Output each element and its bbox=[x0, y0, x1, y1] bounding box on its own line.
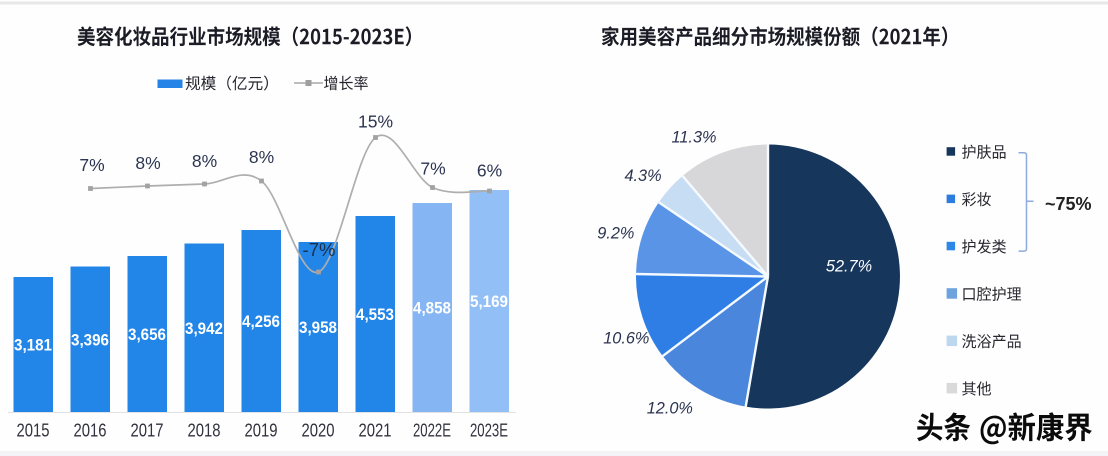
svg-text:52.7%: 52.7% bbox=[826, 258, 872, 276]
svg-text:3,396: 3,396 bbox=[71, 330, 109, 349]
svg-text:3,942: 3,942 bbox=[185, 319, 223, 338]
svg-text:4,858: 4,858 bbox=[413, 299, 451, 318]
svg-text:3,958: 3,958 bbox=[299, 318, 337, 337]
svg-text:5,169: 5,169 bbox=[470, 292, 508, 311]
svg-text:2016: 2016 bbox=[74, 421, 107, 441]
svg-text:11.3%: 11.3% bbox=[672, 129, 717, 147]
svg-text:4,553: 4,553 bbox=[356, 305, 394, 324]
svg-text:15%: 15% bbox=[358, 112, 393, 132]
svg-text:2015: 2015 bbox=[17, 421, 50, 441]
svg-text:2023E: 2023E bbox=[470, 421, 508, 441]
svg-text:2022E: 2022E bbox=[413, 421, 451, 441]
svg-text:3,181: 3,181 bbox=[14, 336, 52, 355]
svg-text:7%: 7% bbox=[79, 155, 104, 175]
svg-text:8%: 8% bbox=[249, 147, 274, 167]
svg-text:2019: 2019 bbox=[245, 421, 278, 441]
svg-text:4.3%: 4.3% bbox=[624, 167, 661, 185]
svg-text:8%: 8% bbox=[192, 151, 217, 171]
svg-text:6%: 6% bbox=[477, 161, 502, 181]
svg-text:-7%: -7% bbox=[303, 239, 336, 260]
svg-text:8%: 8% bbox=[135, 153, 160, 173]
svg-text:3,656: 3,656 bbox=[128, 325, 166, 344]
svg-text:10.6%: 10.6% bbox=[603, 330, 649, 348]
svg-text:9.2%: 9.2% bbox=[597, 225, 634, 243]
svg-text:2018: 2018 bbox=[188, 421, 221, 441]
svg-text:12.0%: 12.0% bbox=[647, 400, 693, 418]
svg-text:7%: 7% bbox=[420, 159, 445, 179]
svg-text:2020: 2020 bbox=[302, 421, 335, 441]
svg-text:2021: 2021 bbox=[359, 421, 392, 441]
svg-text:~75%: ~75% bbox=[1045, 194, 1092, 214]
svg-text:4,256: 4,256 bbox=[242, 312, 280, 331]
svg-text:2017: 2017 bbox=[131, 421, 164, 441]
